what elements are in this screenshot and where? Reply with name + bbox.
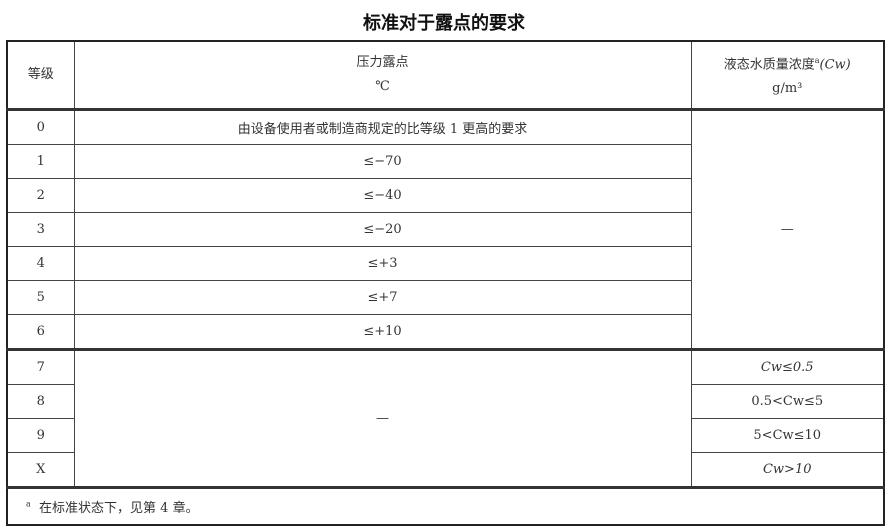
water-merged-cell: —	[690, 108, 885, 350]
grade-cell: 7	[6, 348, 75, 385]
dew-point-cell: ≤−70	[73, 144, 692, 179]
header-dew-point: 压力露点 ℃	[73, 40, 692, 110]
table-row: 0 由设备使用者或制造商规定的比等级 1 更高的要求 —	[6, 108, 885, 350]
dew-point-cell: ≤−20	[73, 212, 692, 247]
water-cell: 5<Cw≤10	[690, 418, 885, 453]
dew-point-merged-cell: —	[73, 348, 692, 488]
page-title: 标准对于露点的要求	[363, 13, 525, 34]
footnote-ref: a	[814, 55, 820, 65]
header-grade: 等级	[6, 40, 75, 110]
grade-cell: 6	[6, 314, 75, 350]
water-cell: 0.5<Cw≤5	[690, 384, 885, 419]
header-dew-point-unit: ℃	[375, 79, 390, 94]
footnote-mark: a	[26, 499, 31, 509]
grade-cell: 9	[6, 418, 75, 453]
dew-point-cell: ≤−40	[73, 178, 692, 213]
water-cell: Cw≤0.5	[690, 348, 885, 385]
dew-point-cell: 由设备使用者或制造商规定的比等级 1 更高的要求	[73, 108, 692, 145]
header-water-unit: g/m³	[772, 81, 803, 97]
grade-cell: X	[6, 452, 75, 488]
table-row: 9 5<Cw≤10	[6, 418, 885, 453]
table-row: 3 ≤−20	[6, 212, 884, 247]
footnote-cell: a 在标准状态下，见第 4 章。	[6, 486, 885, 526]
grade-cell: 5	[6, 280, 75, 315]
grade-cell: 0	[6, 108, 75, 145]
dew-point-cell: ≤+10	[73, 314, 692, 350]
table-row: 1 ≤−70	[6, 144, 884, 179]
table-row: X Cw>10	[6, 452, 885, 488]
grade-cell: 1	[6, 144, 75, 179]
header-water: 液态水质量浓度a(Cw) g/m³	[690, 40, 885, 110]
grade-cell: 3	[6, 212, 75, 247]
header-dew-point-label: 压力露点	[356, 55, 409, 70]
table-row: 5 ≤+7	[6, 280, 884, 315]
dew-point-cell: ≤+3	[73, 246, 692, 281]
grade-cell: 2	[6, 178, 75, 213]
table-header-row: 等级 压力露点 ℃ 液态水质量浓度a(Cw) g/m³	[6, 40, 885, 110]
header-water-symbol: (Cw)	[819, 57, 851, 73]
grade-cell: 4	[6, 246, 75, 281]
footnote-text: 在标准状态下，见第 4 章。	[39, 501, 199, 516]
footnote-row: a 在标准状态下，见第 4 章。	[6, 486, 885, 526]
grade-cell: 8	[6, 384, 75, 419]
header-water-label: 液态水质量浓度	[723, 57, 815, 73]
dew-point-table: 等级 压力露点 ℃ 液态水质量浓度a(Cw) g/m³ 0 由设备使用者或制造商…	[6, 40, 885, 526]
table-row: 8 0.5<Cw≤5	[6, 384, 885, 419]
water-cell: Cw>10	[690, 452, 885, 488]
table-row: 7 — Cw≤0.5	[6, 348, 885, 488]
dew-point-cell: ≤+7	[73, 280, 692, 315]
